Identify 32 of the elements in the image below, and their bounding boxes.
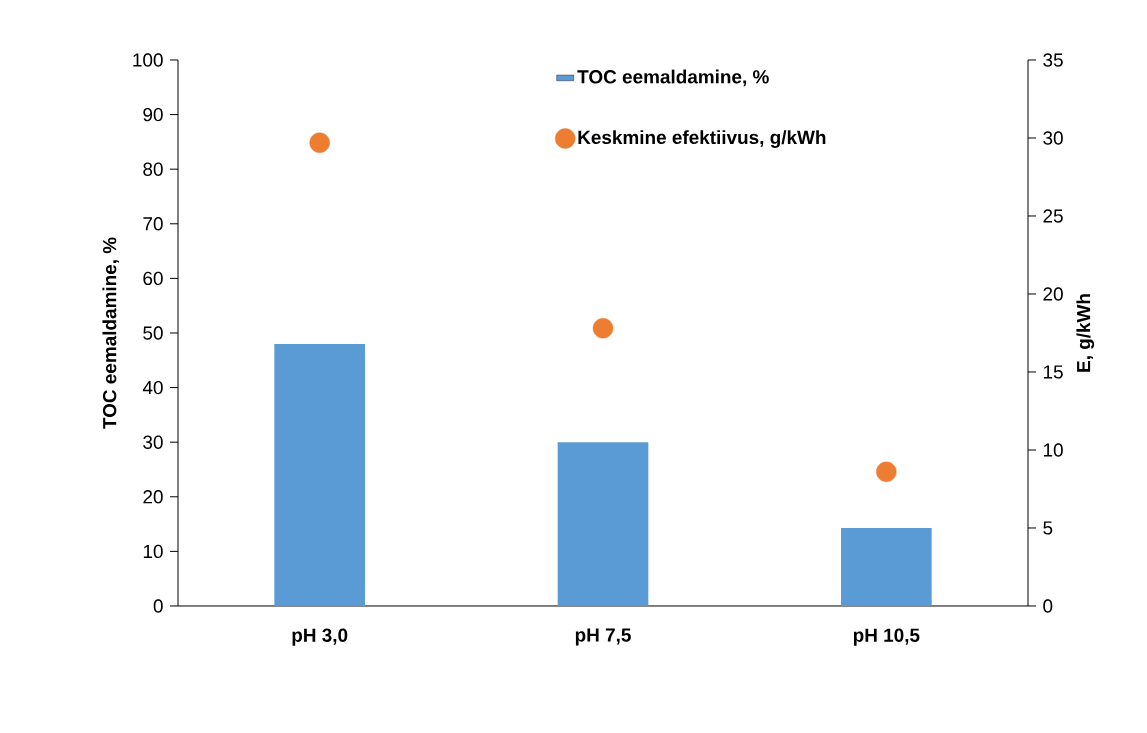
- y2-tick-label: 0: [1043, 599, 1053, 613]
- y-tick-label: 60: [143, 271, 163, 286]
- y-tick-label: 50: [143, 326, 163, 340]
- y2-tick-label: 5: [1043, 521, 1053, 535]
- legend-label: Keskmine efektiivus, g/kWh: [578, 130, 826, 148]
- y2-tick-label: 30: [1043, 131, 1063, 145]
- y-tick-label: 90: [143, 107, 163, 122]
- y2-axis-title: E, g/kWh: [1076, 294, 1095, 372]
- y-tick-label: 20: [143, 490, 163, 504]
- y-tick-label: 70: [143, 217, 163, 231]
- point: [309, 132, 330, 153]
- x-tick-label: pH 7,5: [575, 628, 631, 646]
- point: [876, 461, 897, 483]
- y-tick-label: 80: [143, 162, 163, 176]
- y-axis-title: TOC eemaldamine, %: [102, 237, 120, 429]
- y-tick-label: 30: [143, 435, 163, 449]
- y-tick-label: 10: [143, 544, 163, 559]
- legend-label: TOC eemaldamine, %: [577, 69, 769, 87]
- x-tick-label: pH 3,0: [292, 628, 348, 646]
- y-tick-label: 40: [142, 380, 163, 395]
- y2-tick-label: 20: [1043, 287, 1063, 301]
- y2-tick-label: 25: [1043, 209, 1063, 223]
- y2-tick-label: 35: [1043, 53, 1063, 67]
- bar: [274, 343, 366, 606]
- y2-tick-label: 10: [1043, 443, 1063, 457]
- x-tick-label: pH 10,5: [853, 628, 920, 646]
- bar: [557, 442, 649, 606]
- y-tick-label: 0: [153, 599, 163, 613]
- bar: [841, 527, 932, 606]
- y-tick-label: 100: [133, 53, 163, 67]
- point: [592, 318, 614, 339]
- y2-tick-label: 15: [1043, 365, 1063, 379]
